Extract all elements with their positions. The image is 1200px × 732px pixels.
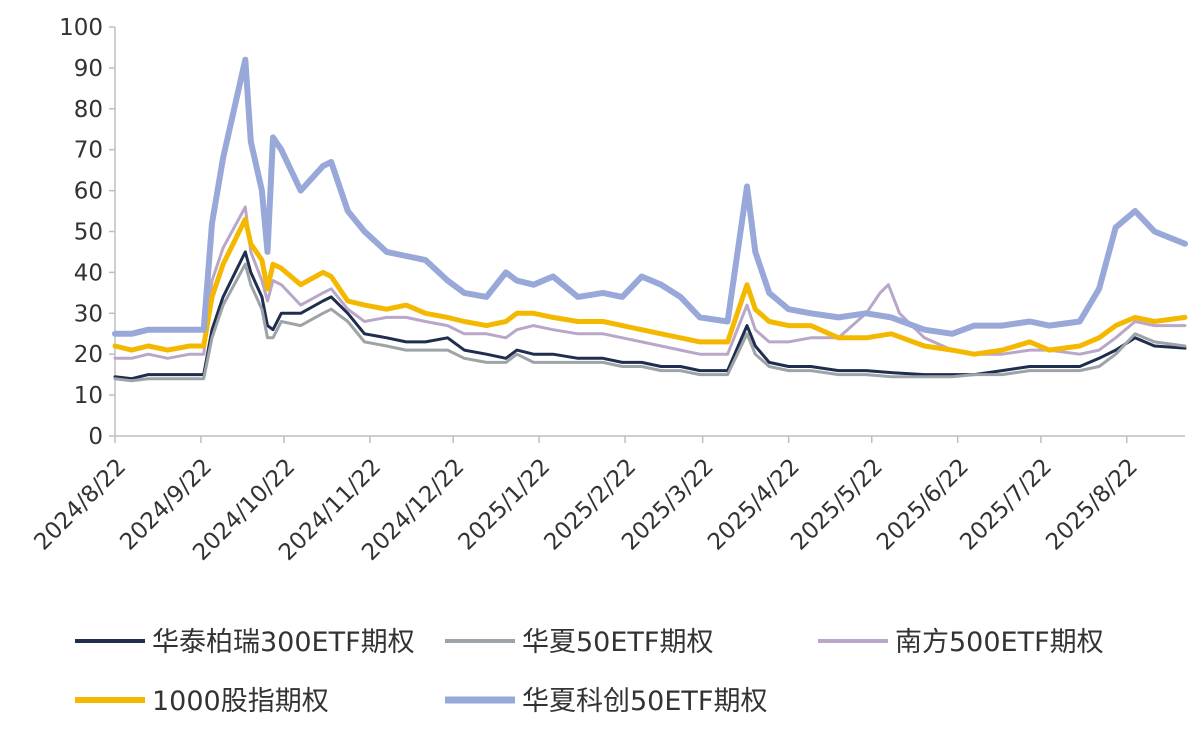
- y-tick-label: 80: [74, 97, 103, 123]
- legend-label-2: 华夏50ETF期权: [522, 627, 713, 658]
- series-line-2: [113, 262, 1187, 383]
- legend-label-4: 1000股指期权: [152, 686, 329, 717]
- y-tick-label: 20: [74, 342, 103, 368]
- y-tick-label: 10: [74, 383, 103, 409]
- x-tick-label: 2024/8/22: [29, 454, 131, 556]
- series-line-4: [112, 216, 1188, 357]
- y-tick-label: 30: [74, 301, 103, 327]
- x-tick-label: 2025/1/22: [454, 454, 556, 556]
- y-tick-label: 70: [74, 138, 103, 164]
- x-tick-label: 2025/8/22: [1041, 454, 1143, 556]
- series-line-5: [112, 56, 1188, 337]
- legend-label-3: 南方500ETF期权: [895, 627, 1104, 658]
- legend-label-5: 华夏科创50ETF期权: [522, 686, 767, 717]
- y-tick-label: 90: [74, 56, 103, 82]
- y-tick-label: 100: [59, 15, 103, 41]
- legend-label-1: 华泰柏瑞300ETF期权: [152, 627, 415, 658]
- x-axis: 2024/8/222024/9/222024/10/222024/11/2220…: [29, 435, 1185, 566]
- y-tick-label: 60: [74, 179, 103, 205]
- series-layer: [112, 56, 1188, 383]
- y-tick-label: 50: [74, 220, 103, 246]
- legend: 华泰柏瑞300ETF期权 华夏50ETF期权 南方500ETF期权 1000股指期权 华…: [75, 627, 1104, 717]
- y-tick-label: 0: [88, 424, 103, 450]
- y-axis: 0 10 20 30 40 50 60 70 80 90 100: [59, 15, 116, 450]
- series-line-1: [113, 250, 1187, 381]
- y-tick-label: 40: [74, 260, 103, 286]
